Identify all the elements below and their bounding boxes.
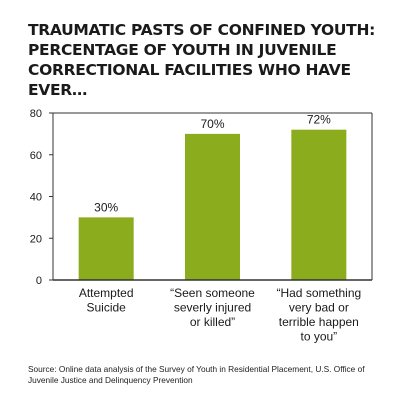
chart-title-line: TRAUMATIC PASTS OF CONFINED YOUTH:: [28, 21, 376, 39]
y-tick-label: 0: [36, 275, 42, 287]
x-axis-labels: Attempted Suicide “Seen someone severly inj…: [79, 286, 361, 344]
x-tick-label-line: Suicide: [86, 301, 126, 315]
data-label: 72%: [307, 113, 331, 127]
data-labels: 30% 70% 72%: [94, 113, 331, 215]
y-tick-label: 60: [30, 150, 42, 162]
plot-frame: [52, 112, 373, 281]
bars: [78, 129, 347, 280]
data-label: 70%: [200, 117, 224, 131]
x-tick-label-line: severly injured: [174, 301, 251, 315]
x-tick-label: Attempted Suicide: [79, 286, 134, 315]
source-note: Source: Online data analysis of the Surv…: [28, 364, 365, 385]
x-tick-label-line: Attempted: [79, 286, 134, 300]
x-tick-label-line: terrible happen: [279, 315, 359, 329]
x-tick-label-line: “Seen someone: [170, 286, 255, 300]
bar: [291, 129, 347, 280]
y-tick-label: 20: [30, 233, 42, 245]
bar: [185, 133, 240, 280]
bar: [78, 217, 134, 280]
x-tick-label: “Had something very bad or terrible happen…: [276, 286, 361, 344]
x-tick-label: “Seen someone severly injured or killed”: [170, 286, 255, 329]
x-tick-label-line: “Had something: [276, 286, 361, 300]
y-tick-label: 80: [30, 108, 42, 120]
chart-title: TRAUMATIC PASTS OF CONFINED YOUTH: PERCE…: [28, 20, 388, 100]
x-tick-label-line: or killed”: [190, 315, 235, 329]
x-tick-label-line: very bad or: [289, 301, 349, 315]
chart-title-line: CORRECTIONAL FACILITIES WHO HAVE EVER…: [28, 61, 351, 99]
y-axis-ticks: 0 20 40 60 80: [30, 108, 53, 287]
y-tick-label: 40: [30, 192, 42, 204]
chart-title-line: PERCENTAGE OF YOUTH IN JUVENILE: [28, 41, 337, 59]
x-tick-label-line: to you”: [300, 330, 337, 344]
data-label: 30%: [94, 200, 118, 214]
